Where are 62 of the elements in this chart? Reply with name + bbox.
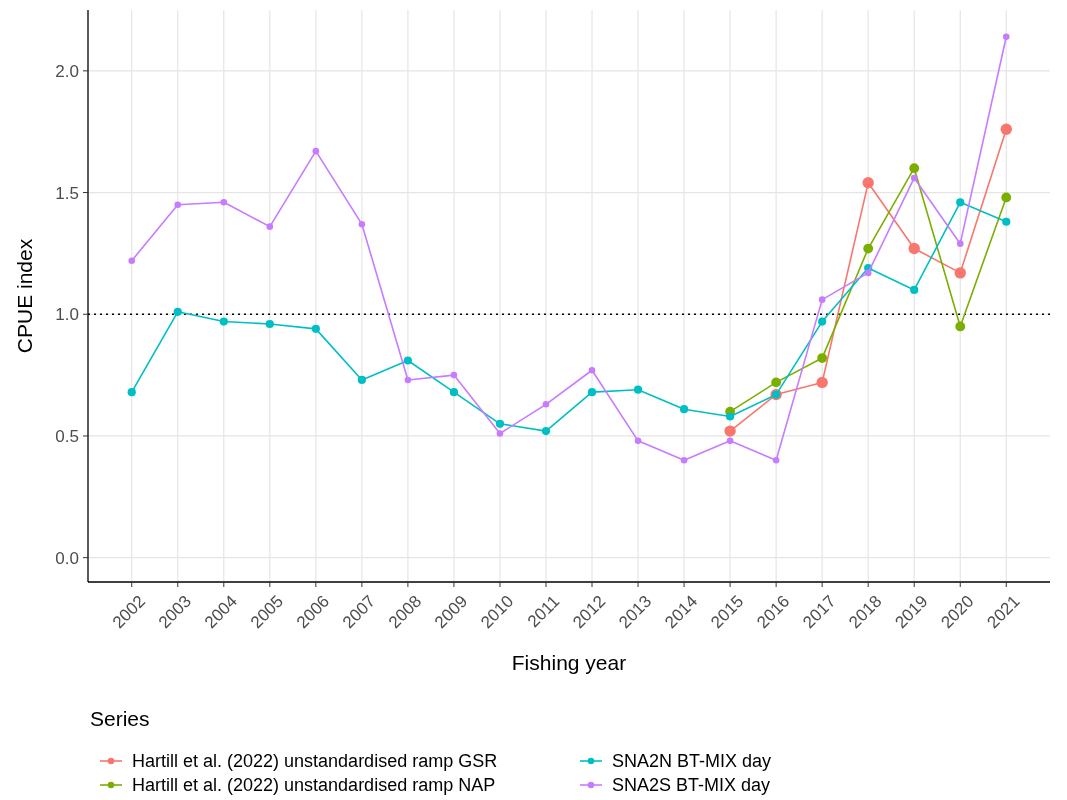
point — [633, 385, 643, 394]
point — [495, 419, 505, 428]
point — [127, 388, 136, 397]
legend-label: SNA2S BT-MIX day — [612, 775, 771, 796]
point — [496, 430, 504, 437]
y-axis-title: CPUE index — [13, 238, 36, 354]
point — [908, 242, 920, 255]
point — [128, 257, 136, 265]
point — [588, 366, 596, 374]
point — [816, 376, 828, 389]
y-tick-label: 0.0 — [55, 548, 79, 568]
y-tick-label: 2.0 — [55, 61, 79, 81]
point — [724, 425, 736, 437]
point — [818, 296, 826, 303]
point — [266, 223, 274, 230]
y-tick-label: 1.5 — [55, 183, 79, 203]
point — [771, 377, 782, 388]
point — [587, 388, 597, 397]
point — [817, 353, 828, 363]
point — [1001, 192, 1012, 203]
legend-label: SNA2N BT-MIX day — [612, 751, 772, 772]
point — [1002, 217, 1011, 226]
point — [311, 324, 320, 333]
point — [679, 405, 689, 414]
point — [403, 356, 412, 365]
point — [219, 317, 228, 326]
point — [357, 375, 366, 385]
point — [265, 319, 274, 329]
point — [404, 376, 412, 384]
point — [956, 240, 964, 247]
point — [220, 198, 228, 206]
point — [312, 147, 320, 155]
point — [541, 426, 551, 436]
point — [1002, 33, 1010, 41]
point — [956, 198, 965, 207]
point — [726, 412, 735, 421]
point — [173, 307, 182, 316]
x-axis-title: Fishing year — [511, 651, 627, 674]
point — [680, 457, 688, 464]
point — [954, 267, 966, 279]
point — [726, 437, 734, 445]
y-tick-label: 0.5 — [55, 426, 79, 446]
point — [449, 388, 459, 397]
point — [772, 457, 780, 464]
point — [1000, 123, 1012, 135]
legend-label: Hartill et al. (2022) unstandardised ramp GSR — [132, 751, 498, 772]
point — [955, 321, 966, 332]
point — [542, 401, 550, 408]
point — [358, 220, 366, 228]
point — [634, 437, 642, 445]
legend-label: Hartill et al. (2022) unstandardised ramp NAP — [132, 775, 496, 796]
point — [174, 201, 182, 209]
point — [910, 174, 918, 182]
point — [864, 269, 872, 277]
point — [450, 371, 458, 379]
legend-title: Series — [90, 707, 150, 730]
point — [863, 243, 874, 254]
point — [818, 317, 827, 326]
point — [910, 285, 919, 295]
point — [862, 177, 874, 189]
point — [909, 163, 920, 174]
y-tick-label: 1.0 — [55, 305, 79, 325]
